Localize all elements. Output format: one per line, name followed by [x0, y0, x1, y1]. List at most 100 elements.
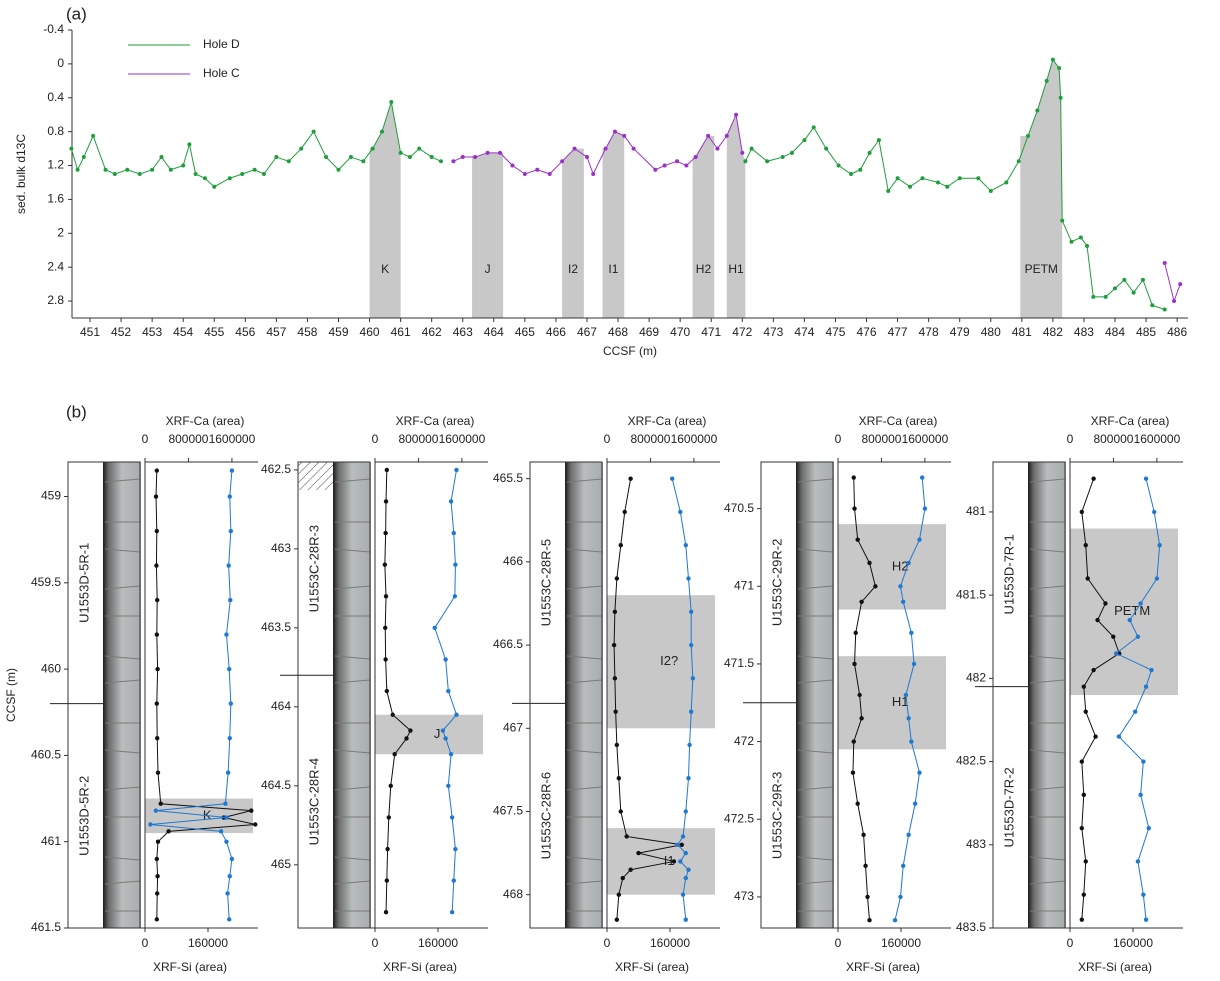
- y-tick-label: 1.2: [47, 158, 64, 172]
- data-point: [159, 155, 163, 159]
- data-point: [443, 736, 447, 740]
- x-tick-label: 465: [515, 325, 535, 339]
- x2-tick-label: 800000: [398, 432, 438, 446]
- data-point: [706, 134, 710, 138]
- data-point: [672, 859, 676, 863]
- data-point: [686, 776, 690, 780]
- data-point: [223, 802, 227, 806]
- data-point: [450, 815, 454, 819]
- data-point: [389, 784, 393, 788]
- x-tick-label: 477: [888, 325, 908, 339]
- x-tick-label: 467: [577, 325, 597, 339]
- y-tick-label: 459: [41, 489, 61, 503]
- y-tick-label: 2.4: [47, 259, 64, 273]
- data-point: [1095, 618, 1099, 622]
- data-point: [1080, 917, 1084, 921]
- data-point: [917, 537, 921, 541]
- x-tick-label: 485: [1136, 325, 1156, 339]
- profile-line: [156, 471, 255, 920]
- data-point: [740, 151, 744, 155]
- data-point: [1150, 303, 1154, 307]
- x-tick-label: 464: [484, 325, 504, 339]
- data-point: [155, 598, 159, 602]
- data-point: [125, 168, 129, 172]
- data-point: [453, 594, 457, 598]
- data-point: [617, 776, 621, 780]
- data-point: [852, 739, 856, 743]
- data-point: [617, 893, 621, 897]
- y-tick-label: 1.6: [47, 192, 64, 206]
- data-point: [1157, 543, 1161, 547]
- data-point: [249, 808, 253, 812]
- data-point: [383, 626, 387, 630]
- x-tick-label: 160000: [881, 936, 921, 950]
- data-point: [548, 172, 552, 176]
- data-point: [1091, 668, 1095, 672]
- data-point: [104, 168, 108, 172]
- data-point: [619, 809, 623, 813]
- y-tick-label: 461: [41, 834, 61, 848]
- data-point: [240, 172, 244, 176]
- data-point: [155, 667, 159, 671]
- x-tick-label: 454: [173, 325, 193, 339]
- y-tick-label: 467: [503, 720, 523, 734]
- data-point: [228, 598, 232, 602]
- data-point: [1026, 134, 1030, 138]
- y-tick-label: 481.5: [956, 587, 986, 601]
- data-point: [684, 876, 688, 880]
- section-label: U1553D-7R-1: [1001, 534, 1016, 614]
- data-point: [155, 529, 159, 533]
- data-point: [1155, 576, 1159, 580]
- data-point: [684, 543, 688, 547]
- x-tick-label: 486: [1167, 325, 1187, 339]
- data-point: [510, 164, 514, 168]
- data-point: [454, 468, 458, 472]
- data-point: [449, 499, 453, 503]
- data-point: [324, 155, 328, 159]
- data-point: [909, 739, 913, 743]
- y-tick-label: 483: [966, 837, 986, 851]
- data-point: [383, 531, 387, 535]
- data-point: [906, 716, 910, 720]
- x-tick-label: 469: [639, 325, 659, 339]
- interval-label: J: [434, 726, 441, 741]
- data-point: [636, 851, 640, 855]
- data-point: [678, 510, 682, 514]
- data-point: [187, 142, 191, 146]
- data-point: [675, 159, 679, 163]
- data-point: [229, 529, 233, 533]
- data-point: [1136, 635, 1140, 639]
- data-point: [681, 834, 685, 838]
- data-point: [715, 147, 719, 151]
- y-tick-label: -0.4: [43, 22, 64, 36]
- y-tick-label: 483.5: [956, 920, 986, 934]
- profile-line: [150, 471, 231, 920]
- data-point: [684, 851, 688, 855]
- data-point: [689, 610, 693, 614]
- data-point: [1163, 261, 1167, 265]
- data-point: [389, 100, 393, 104]
- data-point: [873, 584, 877, 588]
- data-point: [622, 134, 626, 138]
- section-label: U1553C-29R-2: [769, 539, 784, 626]
- data-point: [452, 878, 456, 882]
- x-tick-label: 457: [266, 325, 286, 339]
- data-point: [858, 168, 862, 172]
- data-point: [1163, 308, 1167, 312]
- data-point: [299, 147, 303, 151]
- data-point: [392, 752, 396, 756]
- x-tick-label: 482: [1043, 325, 1063, 339]
- data-point: [989, 189, 993, 193]
- y-axis-title: CCSF (m): [4, 668, 18, 722]
- data-point: [680, 843, 684, 847]
- data-point: [451, 159, 455, 163]
- data-point: [336, 168, 340, 172]
- y-tick-label: 462.5: [261, 462, 291, 476]
- data-point: [453, 562, 457, 566]
- data-point: [612, 643, 616, 647]
- x-tick-label: 462: [422, 325, 442, 339]
- y-tick-label: 461.5: [31, 920, 61, 934]
- shaded-interval: [727, 115, 746, 318]
- x-tick-label: 451: [80, 325, 100, 339]
- data-point: [852, 506, 856, 510]
